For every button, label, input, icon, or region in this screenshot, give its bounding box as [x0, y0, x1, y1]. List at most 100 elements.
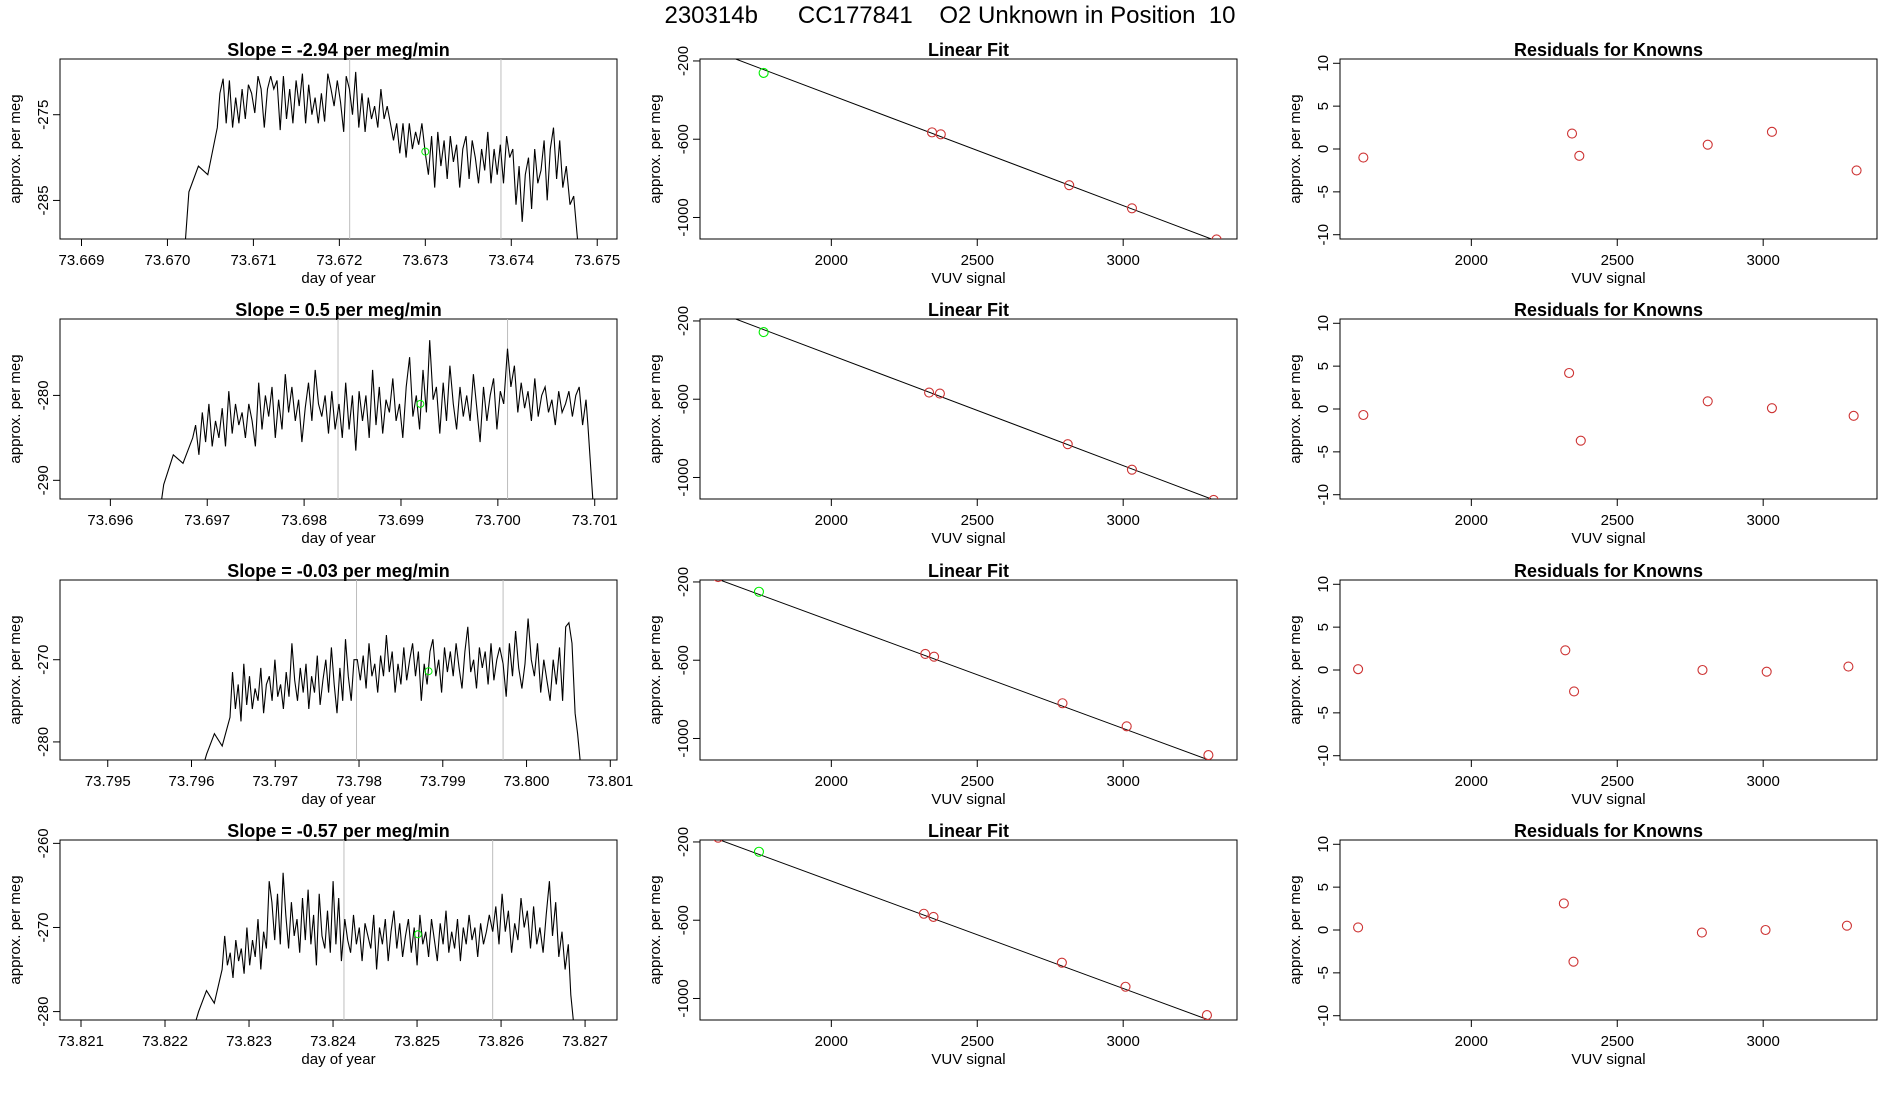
- x-tick-label: 3000: [1746, 773, 1779, 790]
- row1-residuals-panel: Residuals for Knowns 2000 2500 3000 -10 -5 0 5 1…: [1287, 40, 1878, 287]
- x-tick-label: 73.672: [316, 252, 362, 269]
- y-tick-label: -200: [675, 567, 692, 597]
- known-point: [1203, 750, 1214, 760]
- x-tick-label: 73.700: [475, 512, 521, 529]
- x-tick-label: 73.798: [336, 773, 382, 790]
- known-point: [924, 387, 935, 398]
- x-tick-label: 3000: [1106, 1033, 1139, 1050]
- y-tick-label: 0: [1315, 666, 1332, 674]
- x-tick-label: 2000: [815, 512, 848, 529]
- y-tick-label: -10: [1315, 484, 1332, 506]
- plot-data: [713, 840, 1212, 1020]
- known-point: [934, 388, 945, 399]
- row4-linear-fit-panel: Linear Fit 2000 2500 3000 -1000 -600 -200 VUV s…: [647, 821, 1238, 1068]
- plot-title: Residuals for Knowns: [1514, 40, 1703, 60]
- known-point: [1697, 664, 1708, 676]
- x-tick-label: 73.699: [378, 512, 424, 529]
- known-point: [1569, 686, 1580, 697]
- x-axis-label: day of year: [301, 1051, 375, 1068]
- y-tick-label: -275: [35, 100, 52, 130]
- y-tick-label: -270: [35, 912, 52, 942]
- plot-frame: [1339, 839, 1878, 1021]
- row3-time-series-panel: Slope = -0.03 per meg/min 73.795 73.796 73.…: [7, 561, 633, 808]
- known-point: [1564, 367, 1575, 379]
- y-tick-label: -200: [675, 827, 692, 857]
- x-axis-label: VUV signal: [931, 791, 1005, 808]
- y-axis-label: approx. per meg: [1287, 875, 1304, 984]
- row2-residuals-panel: Residuals for Knowns 2000 2500 3000 -10 -5 0 5 1…: [1287, 300, 1878, 547]
- plot-frame: [1339, 58, 1878, 240]
- known-point: [1696, 927, 1707, 938]
- y-tick-label: 5: [1315, 102, 1332, 110]
- series-line: [204, 618, 581, 760]
- plot-title: Slope = 0.5 per meg/min: [235, 300, 442, 320]
- x-tick-label: 73.827: [562, 1033, 608, 1050]
- plot-frame: [699, 579, 1238, 761]
- y-tick-label: 5: [1315, 362, 1332, 370]
- known-point: [1558, 898, 1569, 909]
- x-tick-label: 2500: [1601, 512, 1634, 529]
- x-tick-label: 2500: [961, 252, 994, 269]
- plot-title: Slope = -0.57 per meg/min: [227, 821, 450, 841]
- y-tick-label: 5: [1315, 623, 1332, 631]
- x-tick-label: 2500: [1601, 773, 1634, 790]
- x-tick-label: 73.826: [478, 1033, 524, 1050]
- y-axis-label: approx. per meg: [647, 94, 664, 203]
- known-point: [928, 911, 939, 922]
- known-point: [1568, 956, 1579, 967]
- x-axis-label: VUV signal: [931, 1051, 1005, 1068]
- y-tick-label: -1000: [675, 458, 692, 496]
- y-tick-label: -1000: [675, 719, 692, 757]
- fit-line: [718, 580, 1211, 760]
- plot-title: Linear Fit: [928, 40, 1009, 60]
- y-tick-label: -600: [675, 645, 692, 675]
- y-tick-label: 0: [1315, 926, 1332, 934]
- known-point: [1126, 203, 1137, 214]
- y-tick-label: -5: [1315, 706, 1332, 719]
- y-tick-label: 0: [1315, 405, 1332, 413]
- plot-frame: [1339, 579, 1878, 761]
- x-tick-label: 73.675: [574, 252, 620, 269]
- x-axis-label: day of year: [301, 791, 375, 808]
- y-tick-label: -285: [35, 185, 52, 215]
- plot-data: [1358, 126, 1862, 176]
- x-tick-label: 73.795: [85, 773, 131, 790]
- known-point: [1766, 126, 1777, 137]
- x-tick-label: 73.800: [504, 773, 550, 790]
- plot-title: Linear Fit: [928, 561, 1009, 581]
- y-tick-label: -600: [675, 905, 692, 935]
- x-tick-label: 3000: [1106, 512, 1139, 529]
- y-tick-label: -270: [35, 645, 52, 675]
- y-axis-label: approx. per meg: [7, 354, 24, 463]
- plot-data: [195, 840, 574, 1020]
- y-tick-label: -280: [35, 727, 52, 757]
- row1-time-series-panel: Slope = -2.94 per meg/min 73.669 73.670 73.…: [7, 40, 620, 287]
- x-tick-label: 73.696: [87, 512, 133, 529]
- known-point: [1201, 1010, 1212, 1020]
- known-point: [1841, 920, 1852, 931]
- y-tick-label: -280: [35, 380, 52, 410]
- x-tick-label: 73.670: [145, 252, 191, 269]
- y-tick-label: 10: [1315, 836, 1332, 853]
- y-tick-label: -5: [1315, 966, 1332, 979]
- x-tick-label: 73.824: [310, 1033, 356, 1050]
- x-tick-label: 2500: [961, 773, 994, 790]
- y-axis-label: approx. per meg: [7, 615, 24, 724]
- known-point: [722, 42, 731, 51]
- plot-title: Residuals for Knowns: [1514, 300, 1703, 320]
- x-tick-label: 73.673: [402, 252, 448, 269]
- known-point: [1766, 403, 1777, 414]
- plot-data: [1353, 645, 1854, 697]
- y-tick-label: -10: [1315, 1005, 1332, 1027]
- known-point: [1057, 698, 1068, 709]
- x-tick-label: 73.797: [252, 773, 298, 790]
- x-tick-label: 73.674: [488, 252, 534, 269]
- y-tick-label: 5: [1315, 883, 1332, 891]
- page-title: 230314b CC177841 O2 Unknown in Position …: [664, 2, 1236, 29]
- fit-line: [734, 319, 1213, 499]
- known-point: [1566, 128, 1578, 139]
- x-tick-label: 73.825: [394, 1033, 440, 1050]
- plot-data: [184, 59, 579, 239]
- x-axis-label: day of year: [301, 270, 375, 287]
- plot-data: [713, 580, 1214, 760]
